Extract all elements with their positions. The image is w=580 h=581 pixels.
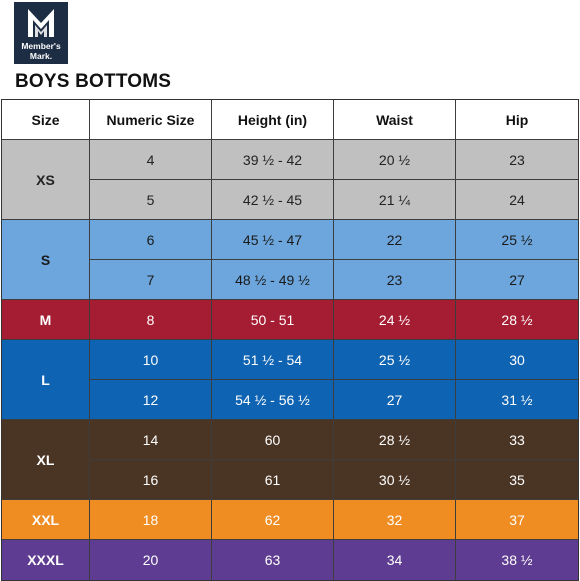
header-size: Size xyxy=(2,100,90,140)
size-label-l: L xyxy=(2,340,90,420)
size-chart-table: Size Numeric Size Height (in) Waist Hip XS 4 39… xyxy=(1,99,579,581)
cell-height: 48 ½ - 49 ½ xyxy=(212,260,334,300)
logo-line-1: Member's xyxy=(21,41,61,51)
cell-waist: 21 ¼ xyxy=(334,180,456,220)
cell-hip: 24 xyxy=(456,180,578,220)
size-label-xl: XL xyxy=(2,420,90,500)
cell-numeric-size: 14 xyxy=(90,420,212,460)
cell-waist: 27 xyxy=(334,380,456,420)
members-mark-logo: Member's Mark. xyxy=(14,2,68,64)
cell-numeric-size: 18 xyxy=(90,500,212,540)
cell-hip: 31 ½ xyxy=(456,380,578,420)
size-label-xs: XS xyxy=(2,140,90,220)
header-numeric-size: Numeric Size xyxy=(90,100,212,140)
cell-waist: 28 ½ xyxy=(334,420,456,460)
cell-hip: 38 ½ xyxy=(456,540,578,580)
cell-height: 61 xyxy=(212,460,334,500)
header-hip: Hip xyxy=(456,100,578,140)
cell-height: 39 ½ - 42 xyxy=(212,140,334,180)
cell-height: 62 xyxy=(212,500,334,540)
cell-hip: 27 xyxy=(456,260,578,300)
cell-waist: 22 xyxy=(334,220,456,260)
mm-monogram-icon xyxy=(28,9,54,37)
size-label-xxl: XXL xyxy=(2,500,90,540)
logo-wordmark: Member's Mark. xyxy=(14,41,68,61)
cell-waist: 23 xyxy=(334,260,456,300)
logo-line-2: Mark. xyxy=(29,50,53,61)
cell-waist: 34 xyxy=(334,540,456,580)
cell-height: 51 ½ - 54 xyxy=(212,340,334,380)
cell-numeric-size: 8 xyxy=(90,300,212,340)
cell-waist: 24 ½ xyxy=(334,300,456,340)
cell-numeric-size: 20 xyxy=(90,540,212,580)
cell-numeric-size: 6 xyxy=(90,220,212,260)
cell-numeric-size: 10 xyxy=(90,340,212,380)
cell-numeric-size: 7 xyxy=(90,260,212,300)
cell-height: 45 ½ - 47 xyxy=(212,220,334,260)
cell-numeric-size: 5 xyxy=(90,180,212,220)
cell-height: 50 - 51 xyxy=(212,300,334,340)
cell-hip: 33 xyxy=(456,420,578,460)
cell-numeric-size: 4 xyxy=(90,140,212,180)
page-title: BOYS BOTTOMS xyxy=(15,71,172,92)
cell-hip: 35 xyxy=(456,460,578,500)
cell-waist: 20 ½ xyxy=(334,140,456,180)
cell-height: 54 ½ - 56 ½ xyxy=(212,380,334,420)
cell-height: 63 xyxy=(212,540,334,580)
cell-hip: 25 ½ xyxy=(456,220,578,260)
cell-hip: 23 xyxy=(456,140,578,180)
cell-waist: 25 ½ xyxy=(334,340,456,380)
cell-numeric-size: 16 xyxy=(90,460,212,500)
cell-height: 60 xyxy=(212,420,334,460)
cell-hip: 28 ½ xyxy=(456,300,578,340)
cell-hip: 37 xyxy=(456,500,578,540)
cell-hip: 30 xyxy=(456,340,578,380)
size-label-xxxl: XXXL xyxy=(2,540,90,580)
size-label-s: S xyxy=(2,220,90,300)
size-label-m: M xyxy=(2,300,90,340)
cell-numeric-size: 12 xyxy=(90,380,212,420)
cell-waist: 30 ½ xyxy=(334,460,456,500)
cell-height: 42 ½ - 45 xyxy=(212,180,334,220)
header-waist: Waist xyxy=(334,100,456,140)
cell-waist: 32 xyxy=(334,500,456,540)
header-height: Height (in) xyxy=(212,100,334,140)
